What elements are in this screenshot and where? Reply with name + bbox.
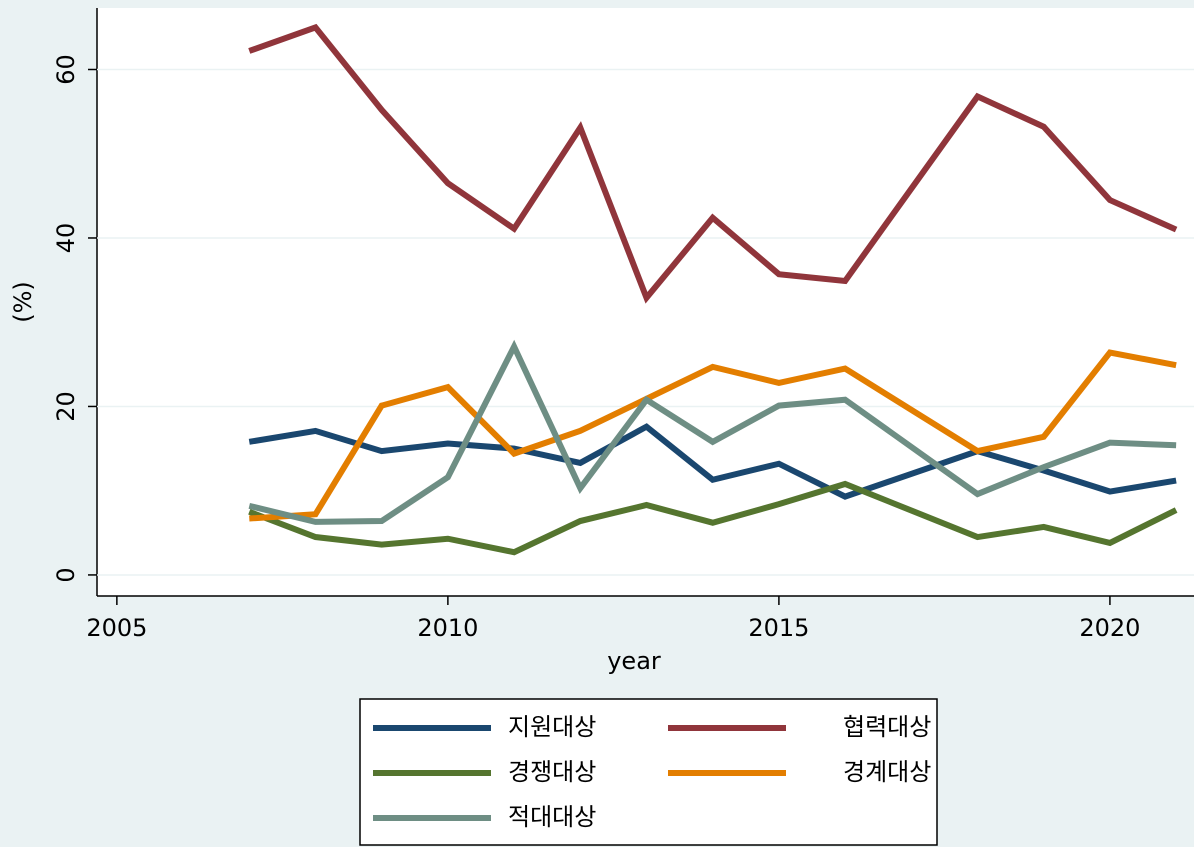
line-series bbox=[248, 23, 1178, 304]
y-tick-label: 40 bbox=[52, 223, 80, 254]
x-axis-label: year bbox=[607, 647, 661, 675]
y-tick-label: 60 bbox=[52, 54, 80, 85]
legend-label: 적대대상 bbox=[508, 803, 596, 831]
line-series bbox=[249, 349, 1177, 522]
line-series bbox=[248, 423, 1177, 500]
y-tick-label: 0 bbox=[52, 567, 80, 582]
y-tick-label: 20 bbox=[52, 391, 80, 422]
line-series bbox=[248, 339, 1177, 525]
x-tick-label: 2020 bbox=[1079, 614, 1140, 642]
legend-label: 경쟁대상 bbox=[508, 758, 596, 786]
x-tick-label: 2015 bbox=[748, 614, 809, 642]
legend-label: 협력대상 bbox=[843, 713, 931, 741]
line-series bbox=[248, 480, 1178, 556]
x-tick-label: 2010 bbox=[417, 614, 478, 642]
legend-label: 경계대상 bbox=[843, 758, 931, 786]
x-tick-label: 2005 bbox=[86, 614, 147, 642]
legend-label: 지원대상 bbox=[508, 713, 596, 741]
y-axis-label: (%) bbox=[9, 281, 37, 323]
